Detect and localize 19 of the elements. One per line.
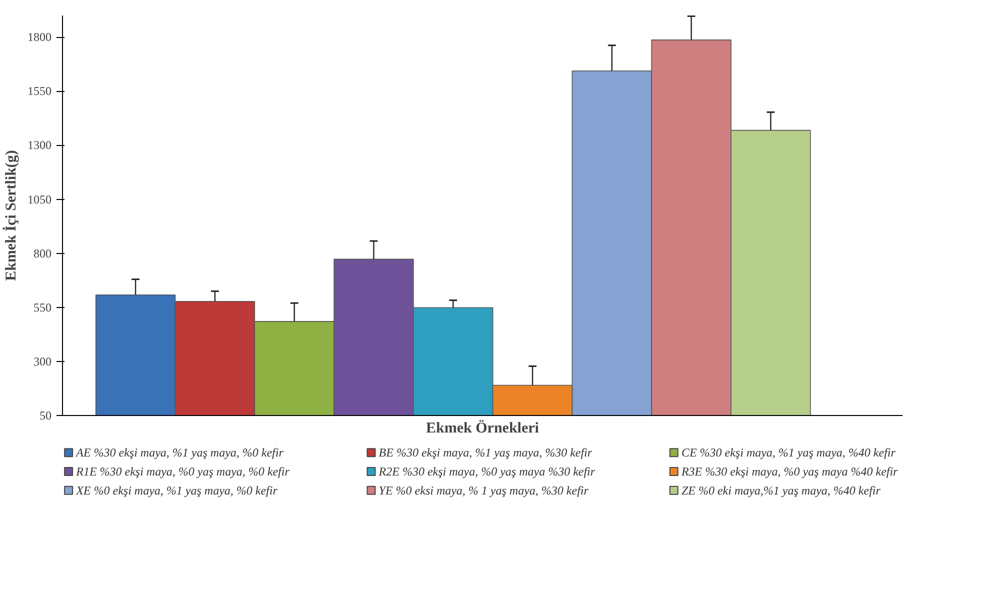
y-tick-label: 300 (34, 354, 52, 368)
y-axis-title: Ekmek İçi Sertlik(g) (2, 150, 20, 281)
y-tick-label: 550 (34, 300, 52, 314)
y-tick-label: 1050 (28, 192, 52, 206)
y-tick-label: 1800 (28, 30, 52, 44)
legend-label: R2E %30 ekşi maya, %0 yaş maya %30 kefir (378, 464, 596, 478)
legend-label: XE %0 ekşi maya, %1 yaş maya, %0 kefir (75, 483, 278, 498)
legend-label: R1E %30 ekşi maya, %0 yaş maya, %0 kefir (75, 464, 290, 478)
legend-label: R3E %30 ekşi maya, %0 yaş maya %40 kefir (680, 464, 898, 478)
legend-label: ZE %0 eki maya,%1 yaş maya, %40 kefir (681, 483, 881, 498)
y-tick-label: 50 (40, 408, 52, 422)
legend-label: CE %30 ekşi maya, %1 yaş maya, %40 kefir (681, 446, 896, 460)
y-tick-label: 800 (34, 246, 52, 260)
y-tick-label: 1550 (28, 84, 52, 98)
legend-label: BE %30 ekşi maya, %1 yaş maya, %30 kefir (378, 446, 592, 460)
legend-label: YE %0 eksi maya, % 1 yaş maya, %30 kefir (378, 483, 589, 498)
x-axis-title: Ekmek Örnekleri (426, 420, 539, 436)
y-tick-label: 1300 (28, 138, 52, 152)
legend-label: AE %30 ekşi maya, %1 yaş maya, %0 kefir (75, 446, 284, 460)
